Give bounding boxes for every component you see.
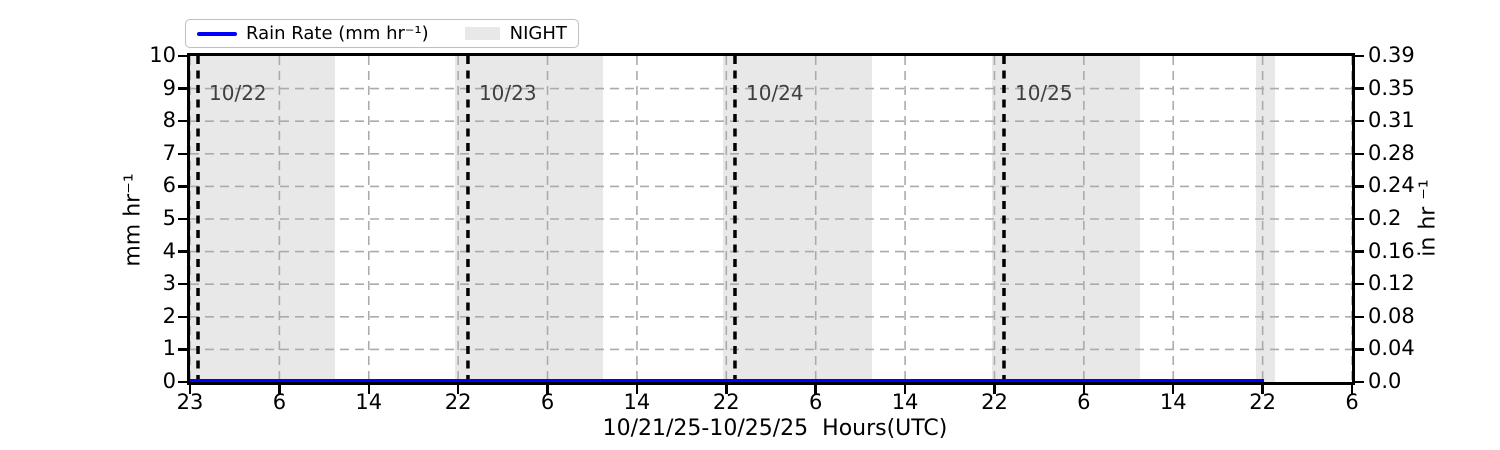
y-tick-label-left: 8 <box>162 108 176 133</box>
y-tick-label-left: 9 <box>162 75 176 100</box>
y-tick-mark-left <box>178 380 187 384</box>
night-patch-swatch <box>464 27 500 40</box>
y-tick-mark-left <box>178 217 187 221</box>
y-tick-label-right: 0.28 <box>1368 140 1415 165</box>
x-tick-mark <box>278 385 281 394</box>
x-tick-label: 22 <box>444 390 472 414</box>
y-tick-label-left: 0 <box>162 369 176 393</box>
y-tick-label-left: 5 <box>162 206 176 230</box>
plot-area: 10/22 10/23 10/24 10/25 <box>187 53 1355 385</box>
legend-label-night: NIGHT <box>509 23 567 44</box>
y-tick-mark-right <box>1355 185 1364 188</box>
y-tick-mark-right <box>1355 152 1364 156</box>
y-tick-label-right: 0.12 <box>1368 271 1415 296</box>
x-tick-mark <box>456 385 460 394</box>
x-tick-label: 14 <box>891 390 919 414</box>
legend-item-night: NIGHT <box>464 23 567 44</box>
x-tick-label: 6 <box>540 390 555 414</box>
y-tick-label-left: 10 <box>149 43 176 67</box>
y-tick-mark-left <box>178 87 187 90</box>
date-label: 10/25 <box>1014 81 1073 105</box>
y-tick-mark-left <box>178 119 187 123</box>
x-tick-mark <box>1171 385 1175 394</box>
y-tick-mark-left <box>178 250 187 253</box>
y-tick-label-left: 2 <box>162 303 176 328</box>
x-tick-mark <box>1082 385 1086 394</box>
date-label: 10/22 <box>209 81 267 105</box>
y-tick-mark-left <box>178 185 187 188</box>
y-tick-mark-right <box>1355 348 1364 351</box>
x-axis-label: 10/21/25-10/25/25 Hours(UTC) <box>602 416 948 441</box>
x-tick-label: 6 <box>1345 390 1359 414</box>
x-tick-mark <box>635 385 639 394</box>
y-tick-label-right: 0.08 <box>1368 303 1415 328</box>
y-tick-label-right: 0.39 <box>1368 43 1415 67</box>
x-tick-mark <box>188 385 192 394</box>
y-tick-mark-left <box>178 315 187 319</box>
x-tick-label: 14 <box>1159 390 1187 414</box>
x-tick-label: 14 <box>623 390 651 414</box>
y-tick-label-right: 0.0 <box>1368 369 1402 393</box>
x-tick-label: 22 <box>712 390 740 414</box>
x-tick-mark <box>1350 385 1354 394</box>
y-tick-mark-left <box>178 152 187 156</box>
y-tick-mark-right <box>1355 380 1364 384</box>
y-tick-label-right: 0.04 <box>1368 336 1415 361</box>
x-tick-label: 14 <box>355 390 383 414</box>
x-tick-label: 6 <box>272 390 287 414</box>
y-tick-label-left: 7 <box>162 140 176 165</box>
x-tick-label: 22 <box>981 390 1008 414</box>
y-tick-label-right: 0.24 <box>1368 173 1415 198</box>
y-tick-mark-right <box>1355 315 1364 319</box>
y-tick-mark-right <box>1355 54 1364 58</box>
y-tick-label-left: 6 <box>162 173 176 198</box>
y-tick-label-right: 0.35 <box>1368 75 1415 100</box>
y-tick-label-left: 3 <box>162 271 176 296</box>
y-tick-label-left: 4 <box>162 238 176 263</box>
x-tick-label: 6 <box>1077 390 1091 414</box>
legend-label-rain-rate: Rain Rate (mm hr⁻¹) <box>246 23 429 44</box>
x-tick-mark <box>725 385 728 394</box>
x-tick-mark <box>1261 385 1264 394</box>
x-tick-label: 6 <box>809 390 823 414</box>
y-tick-mark-left <box>178 54 187 58</box>
legend-item-rain-rate: Rain Rate (mm hr⁻¹) <box>197 23 429 44</box>
night-band <box>1256 56 1275 382</box>
y-tick-label-right: 0.31 <box>1368 108 1415 133</box>
x-tick-label: 22 <box>1249 390 1276 414</box>
x-tick-mark <box>993 385 996 394</box>
x-tick-mark <box>903 385 907 394</box>
y-tick-mark-right <box>1355 119 1364 123</box>
x-tick-mark <box>367 385 371 394</box>
date-label: 10/23 <box>478 81 537 105</box>
plot-canvas <box>190 56 1352 382</box>
x-tick-label: 23 <box>176 390 204 414</box>
rain-rate-line-swatch <box>197 31 237 36</box>
y-tick-label-right: 0.2 <box>1368 206 1402 230</box>
y-tick-mark-left <box>178 282 187 286</box>
y-tick-label-right: 0.16 <box>1368 238 1415 263</box>
y-tick-mark-left <box>178 348 187 351</box>
y-tick-mark-right <box>1355 282 1364 286</box>
date-label: 10/24 <box>745 81 804 105</box>
x-tick-mark <box>546 385 549 394</box>
y-tick-mark-right <box>1355 87 1364 90</box>
y-tick-label-left: 1 <box>162 336 176 361</box>
y-tick-mark-right <box>1355 217 1364 221</box>
y-axis-label-right: in hr ⁻¹ <box>1415 179 1441 257</box>
x-tick-mark <box>814 385 817 394</box>
legend: Rain Rate (mm hr⁻¹) NIGHT <box>185 19 579 48</box>
y-tick-mark-right <box>1355 250 1364 253</box>
